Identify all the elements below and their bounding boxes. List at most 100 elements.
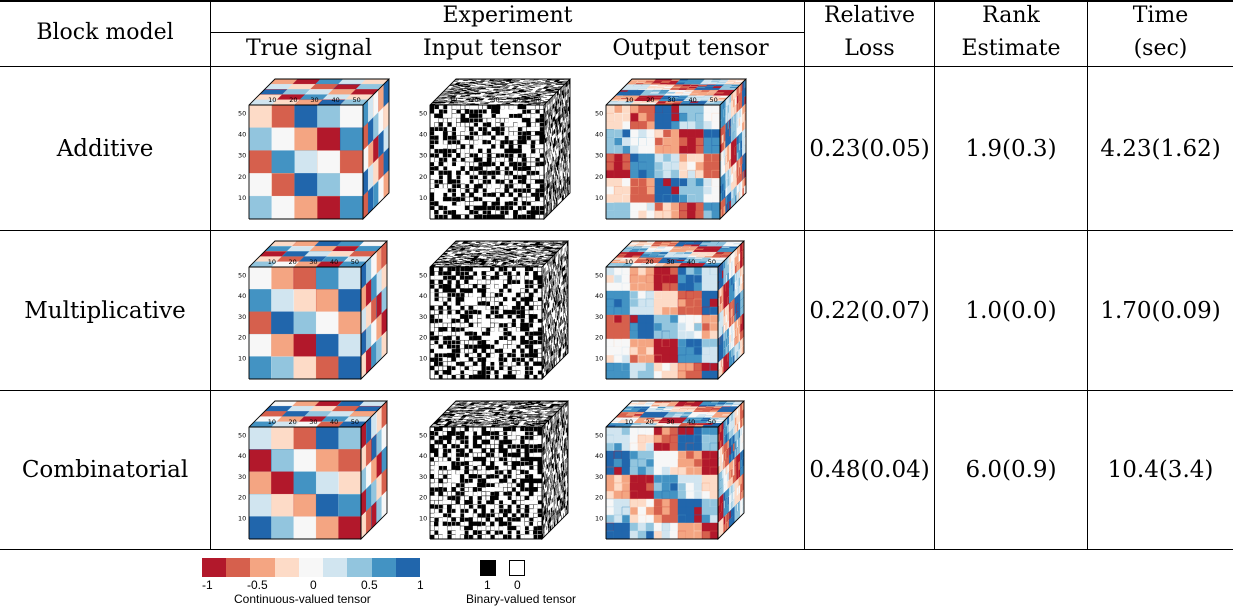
row2-bottom-rule	[0, 390, 1233, 391]
cube-cell	[654, 178, 664, 187]
cube-cell	[485, 340, 491, 345]
cube-cell	[447, 126, 453, 132]
cube-cell	[711, 210, 721, 220]
cube-cell	[687, 186, 696, 195]
cube-cell	[478, 157, 483, 163]
cube-cell	[528, 374, 534, 380]
cube-cell	[248, 173, 272, 197]
cube-cell	[515, 275, 521, 281]
cube-cell	[442, 196, 448, 202]
cube-cell	[248, 311, 272, 335]
cube-cell	[517, 179, 523, 185]
cube-cell	[517, 161, 523, 167]
cube-cell	[491, 122, 496, 128]
cube-cell	[447, 266, 452, 272]
cube-cell	[503, 365, 508, 371]
cube-cell	[447, 374, 452, 380]
cube-cell	[539, 205, 545, 211]
cube-cell	[508, 117, 514, 123]
cube-cell	[535, 109, 540, 114]
cube-cell	[521, 157, 527, 163]
cube-cell	[442, 348, 448, 354]
cube-cell	[517, 117, 523, 123]
cube-cell	[498, 266, 504, 272]
cube-cell	[533, 335, 538, 341]
cube-cell	[482, 205, 488, 211]
cube-cell	[535, 157, 540, 163]
cube-cell	[451, 205, 457, 211]
cube-cell	[482, 148, 488, 154]
cube-cell	[526, 131, 532, 136]
cube-cell	[472, 322, 478, 328]
cube-cell	[528, 352, 534, 358]
cube-cell	[539, 196, 545, 202]
cube-cell	[478, 166, 483, 171]
cube-cell	[662, 194, 672, 203]
cube-cell	[429, 183, 435, 189]
cube-cell	[679, 129, 688, 138]
cube-cell	[271, 333, 295, 357]
cube-cell	[248, 195, 272, 220]
cube-cell	[520, 322, 525, 328]
cube-cell	[530, 179, 536, 185]
cube-cell	[703, 121, 713, 130]
cube-cell	[530, 161, 536, 167]
cube-cell	[537, 292, 543, 298]
cube-cell	[517, 104, 523, 110]
cube-cell	[485, 331, 491, 337]
cube-cell	[442, 374, 448, 380]
cube-cell	[472, 335, 478, 341]
cube-cell	[456, 205, 461, 211]
cube-cell	[482, 192, 488, 198]
cube-cell	[613, 137, 623, 146]
header-output-tensor: Output tensor	[612, 36, 769, 61]
cube-cell	[638, 129, 647, 138]
cube-cell	[447, 196, 453, 202]
cube-cell	[695, 145, 704, 155]
cube-cell	[528, 357, 534, 362]
cube-cell	[434, 139, 439, 145]
cube-cell	[670, 153, 680, 163]
cube-cell	[482, 117, 488, 123]
cube-cell	[495, 131, 501, 136]
cube-cell	[513, 148, 518, 154]
cube-cell	[438, 327, 444, 332]
cube-cell	[451, 327, 457, 332]
cube-cell	[434, 174, 439, 180]
header-rank: Rank	[982, 3, 1040, 28]
cube-cell	[472, 279, 478, 285]
cube-cell	[473, 109, 479, 114]
cube-cell	[473, 117, 479, 123]
cube-cell	[459, 284, 465, 289]
cube-cell	[434, 271, 439, 276]
cube-cell	[605, 169, 615, 179]
cube-cell	[537, 301, 543, 306]
cube-cell	[464, 301, 469, 306]
cube-cell	[464, 318, 469, 324]
cube-cell	[429, 275, 435, 281]
cube-cell	[622, 202, 631, 212]
cube-cell	[613, 153, 623, 163]
cube-cell	[528, 361, 534, 367]
cube-cell	[464, 305, 469, 311]
cube-cell	[438, 271, 444, 276]
cube-cell	[459, 374, 465, 380]
cube-cell	[447, 309, 452, 315]
cube-cell	[494, 279, 500, 285]
cube-cell	[486, 188, 492, 193]
cube-cell	[520, 331, 525, 337]
cube-cell	[434, 214, 439, 220]
col-divider-2	[804, 0, 805, 549]
cube-cell	[434, 292, 439, 298]
cube-cell	[535, 104, 540, 110]
cube-cell	[472, 292, 478, 298]
cube-cell	[472, 314, 478, 319]
cube-cell	[482, 179, 488, 185]
cube-tick-label: 40	[238, 131, 246, 139]
cube-cell	[517, 201, 523, 207]
cube-cell	[464, 166, 470, 171]
cube-cell	[455, 335, 461, 341]
cube-cell	[491, 113, 496, 119]
cube-cell	[504, 174, 510, 180]
cube-cell	[494, 292, 500, 298]
